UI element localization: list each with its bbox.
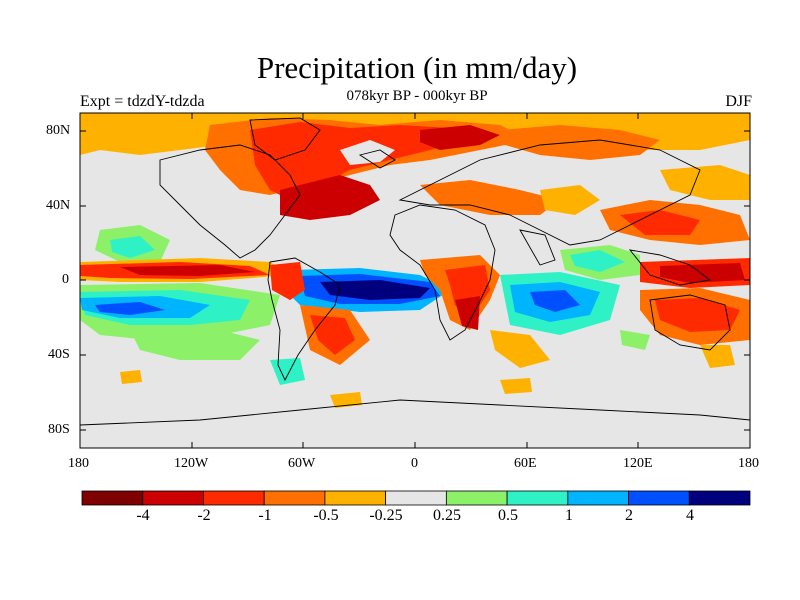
- colorbar-label: 0.25: [433, 507, 461, 524]
- precip-anomaly-fields: [80, 113, 750, 408]
- colorbar-swatch: [203, 490, 265, 506]
- colorbar-swatch: [324, 490, 387, 506]
- colorbar-label: -4: [136, 507, 150, 524]
- colorbar-swatch: [567, 490, 629, 506]
- lon-label-180e: 180: [738, 456, 759, 471]
- colorbar-swatch: [142, 490, 204, 506]
- colorbar-label: 0.5: [498, 507, 518, 524]
- chart-subtitle: 078kyr BP - 000kyr BP: [346, 88, 488, 104]
- colorbar-label: 2: [625, 507, 633, 524]
- lat-label-0: 0: [62, 272, 69, 287]
- lat-label-80n: 80N: [46, 123, 71, 138]
- lon-label-60e: 60E: [514, 456, 537, 471]
- colorbar-label: 1: [565, 507, 573, 524]
- lat-label-40s: 40S: [48, 347, 70, 362]
- axis-ticks: [79, 113, 751, 448]
- colorbar-label: -0.25: [369, 507, 403, 524]
- colorbar-label: -0.5: [313, 507, 339, 524]
- chart-title: Precipitation (in mm/day): [256, 50, 578, 85]
- colorbar-label: -2: [197, 507, 211, 524]
- lon-label-120w: 120W: [174, 456, 209, 471]
- colorbar-swatch: [628, 490, 690, 506]
- season-label: DJF: [725, 93, 752, 110]
- colorbar-swatch: [385, 490, 447, 506]
- experiment-label: Expt = tdzdY-tdzda: [80, 93, 205, 110]
- coastlines: [80, 117, 750, 426]
- colorbar-label: -1: [258, 507, 272, 524]
- colorbar-label: 4: [686, 507, 694, 524]
- colorbar-swatch: [506, 490, 569, 506]
- lat-label-80s: 80S: [48, 422, 70, 437]
- colorbar-swatch: [263, 490, 326, 506]
- lon-label-120e: 120E: [623, 456, 653, 471]
- lon-label-180w: 180: [68, 456, 89, 471]
- lon-label-60w: 60W: [288, 456, 316, 471]
- lat-label-40n: 40N: [46, 198, 71, 213]
- colorbar-swatch: [688, 490, 751, 506]
- colorbar-swatch: [445, 490, 508, 506]
- colorbar: [81, 490, 751, 506]
- colorbar-swatch: [81, 490, 144, 506]
- lon-label-0: 0: [411, 456, 418, 471]
